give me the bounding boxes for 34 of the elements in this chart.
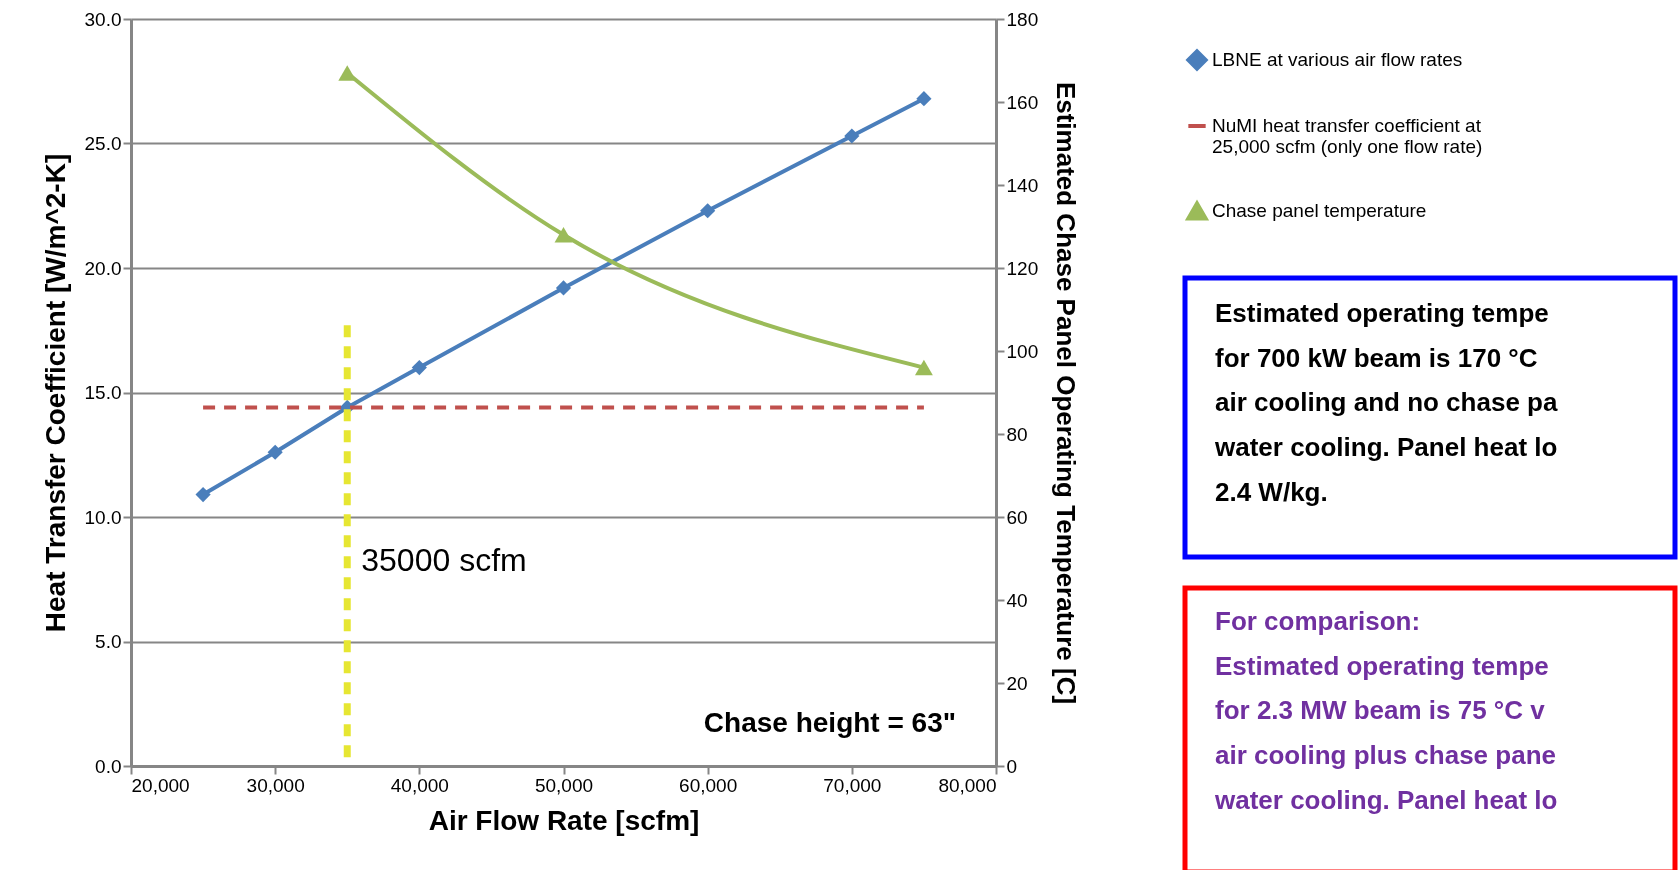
y-tick-label: 15.0 — [84, 382, 122, 403]
x-tick-label: 80,000 — [938, 774, 997, 796]
y2-tick-label: 100 — [1006, 340, 1039, 362]
y-axis-title: Heat Transfer Coefficient [W/m^2-K] — [39, 153, 71, 633]
y2-tick-label: 180 — [1006, 8, 1039, 30]
y2-axis-title: Estimated Chase Panel Operating Temperature [C] — [1051, 81, 1082, 705]
y2-tick-label: 140 — [1006, 174, 1039, 196]
x-tick-label: 50,000 — [534, 774, 594, 796]
ref-line-label: 35000 scfm — [361, 541, 527, 578]
y-tick-label: 0.0 — [95, 755, 122, 777]
x-tick-label: 20,000 — [131, 774, 190, 796]
x-axis-title: Air Flow Rate [scfm] — [428, 804, 700, 836]
x-tick-label: 40,000 — [390, 774, 449, 796]
y-tick-label: 30.0 — [84, 8, 122, 30]
x-tick-label: 70,000 — [823, 774, 882, 796]
x-tick-label: 60,000 — [679, 774, 738, 796]
x-tick-label: 30,000 — [246, 774, 305, 796]
y2-tick-label: 120 — [1006, 257, 1039, 279]
text: Estimated operating tempe for 700 kW beam is 170 °C air cooling and no chase pa water cooling. Panel heat lo 2.4 W/kg. — [1214, 298, 1558, 507]
y-tick-label: 5.0 — [95, 631, 122, 652]
y-tick-label: 20.0 — [84, 257, 122, 279]
y2-tick-label: 80 — [1006, 423, 1028, 445]
legend-label: NuMI heat transfer coefficient at 25,000 scfm (only one flow rate) — [1212, 115, 1483, 157]
y-tick-label: 25.0 — [84, 133, 122, 154]
y2-tick-label: 160 — [1006, 91, 1039, 113]
y-tick-label: 10.0 — [84, 506, 122, 528]
y2-tick-label: 20 — [1006, 672, 1028, 694]
annotation: Chase height = 63" — [703, 707, 956, 738]
text: For comparison: Estimated operating tempe for 2.3 MW beam is 75 °C v air cooling plus chase pane water cooling. Panel heat lo — [1214, 606, 1558, 815]
y2-tick-label: 60 — [1006, 506, 1028, 528]
legend-label: Chase panel temperature — [1212, 200, 1427, 221]
y2-tick-label: 0 — [1006, 755, 1018, 777]
y2-tick-label: 40 — [1006, 589, 1028, 611]
legend-label: LBNE at various air flow rates — [1212, 49, 1463, 70]
